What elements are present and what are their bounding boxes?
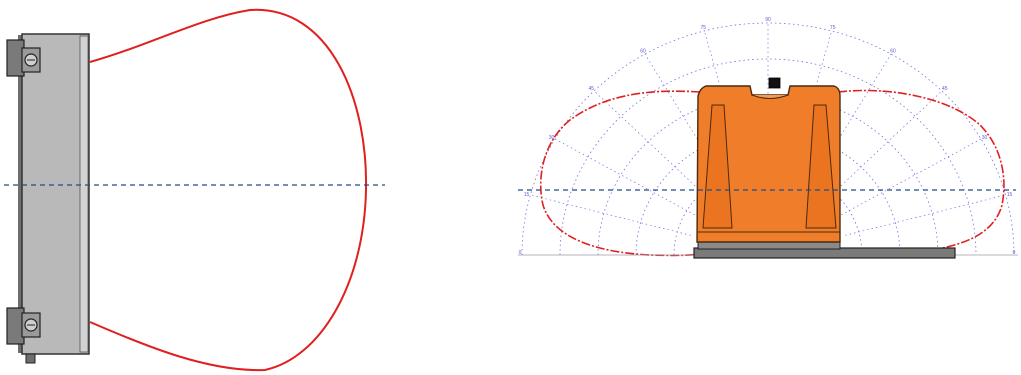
device-housing — [696, 85, 841, 243]
mount-plate-lip — [697, 241, 841, 250]
polar-angle-label: 60 — [890, 49, 896, 55]
polar-arc-1 — [521, 22, 1015, 256]
polar-angle-label: 75 — [701, 25, 707, 31]
polar-radial-line — [593, 90, 712, 202]
polar-grid — [521, 22, 1015, 256]
polar-angle-labels: 0 15 30 45 60 75 90 75 60 45 30 15 0 — [519, 17, 1016, 256]
enclosure-back-edge — [18, 35, 23, 353]
polar-arc-4 — [635, 130, 901, 256]
enclosure-body — [21, 33, 90, 355]
side-view — [4, 8, 385, 372]
polar-radial-line — [530, 194, 691, 236]
front-view: 0 15 30 45 60 75 90 75 60 45 30 15 0 — [518, 17, 1018, 259]
polar-angle-label: 75 — [830, 25, 836, 31]
polar-angle-label: 0 — [519, 250, 522, 256]
polar-angle-label: 45 — [942, 86, 948, 92]
side-beam-outline — [89, 8, 368, 372]
polar-angle-label: 45 — [588, 86, 594, 92]
polar-radial-line — [845, 194, 1006, 236]
polar-radial-line — [788, 30, 833, 182]
left-inner-panel — [702, 104, 733, 229]
polar-radial-line — [824, 90, 943, 202]
enclosure-front-face — [79, 35, 89, 353]
polar-arc-2 — [559, 58, 977, 256]
top-mount-bracket — [6, 39, 41, 77]
polar-angle-label: 15 — [524, 192, 530, 198]
bottom-mount-bracket — [6, 307, 41, 345]
polar-angle-label: 15 — [1007, 192, 1013, 198]
polar-radial-line — [703, 30, 748, 182]
right-inner-panel — [805, 104, 837, 229]
polar-radial-line — [837, 138, 982, 218]
polar-arc-5 — [673, 166, 863, 256]
cable-gland — [25, 353, 36, 364]
polar-angle-label: 60 — [640, 49, 646, 55]
polar-angle-label: 0 — [1013, 250, 1016, 256]
polar-angle-label: 30 — [982, 135, 988, 141]
sensor-cap — [768, 77, 781, 89]
polar-angle-label: 30 — [549, 135, 555, 141]
polar-radial-line — [554, 138, 699, 218]
device-top-dome — [751, 94, 789, 99]
polar-angle-label: 90 — [765, 17, 771, 23]
polar-arc-3 — [597, 94, 939, 256]
